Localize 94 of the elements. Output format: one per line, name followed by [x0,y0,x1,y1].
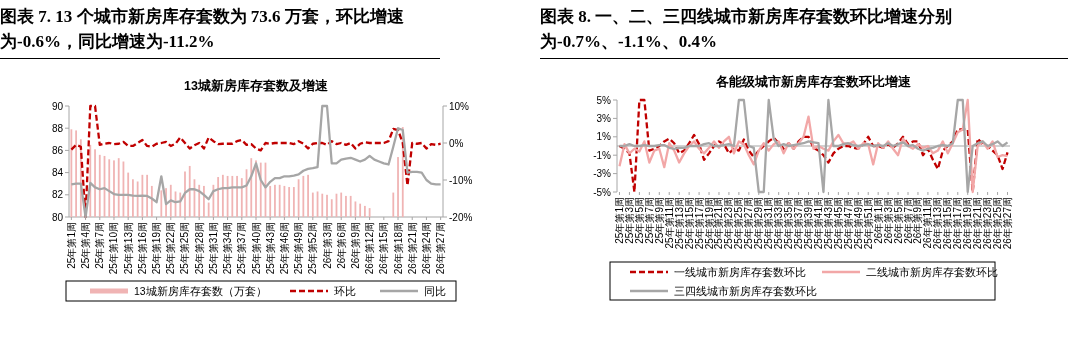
x-tick-label: 25年第34周 [222,222,234,275]
y-tick-label: 1% [596,131,612,143]
x-tick-label: 26年第17周 [952,197,964,250]
x-tick-label: 25年第43周 [822,197,834,250]
x-tick-label: 26年第9周 [349,222,361,269]
y2-tick-label: 10% [449,100,470,112]
x-tick-label: 25年第39周 [803,197,815,250]
legend-label: 一线城市新房库存套数环比 [674,266,806,278]
x-tick-label: 25年第17周 [693,197,705,250]
chart-title: 图表 7. 13 个城市新房库存套数为 73.6 万套，环比增速为-0.6%，同比增速为-11.2% [0,4,440,59]
x-tick-label: 25年第23周 [723,197,735,250]
x-tick-label: 25年第49周 [852,197,864,250]
x-tick-label: 25年第41周 [812,197,824,250]
legend-label: 同比 [424,285,446,297]
x-tick-label: 25年第19周 [703,197,715,250]
y-tick-label: 82 [51,189,64,201]
x-tick-label: 25年第22周 [165,222,177,275]
line-series [618,98,1009,194]
x-tick-label: 26年第1周 [872,197,884,244]
x-tick-label: 25年第25周 [733,197,745,250]
x-tick-label: 25年第1周 [613,197,625,244]
x-tick-label: 26年第9周 [912,197,924,244]
x-tick-label: 25年第33周 [773,197,785,250]
x-tick-label: 25年第28周 [193,222,205,275]
y-tick-label: 5% [596,94,612,106]
x-tick-label: 25年第27周 [743,197,755,250]
x-tick-label: 25年第15周 [683,197,695,250]
x-tick-label: 25年第25周 [179,222,191,275]
legend-label: 13城新房库存套数（万套） [134,285,267,297]
y-tick-label: 3% [596,112,612,124]
x-tick-label: 25年第3周 [623,197,635,244]
x-tick-label: 25年第51周 [862,197,874,250]
y-tick-label: 84 [51,167,64,179]
x-tick-label: 25年第13周 [122,222,134,275]
x-tick-label: 26年第21周 [972,197,984,250]
x-tick-label: 25年第19周 [151,222,163,275]
y-tick-label: -1% [593,149,612,161]
x-tick-label: 26年第11周 [922,197,934,249]
x-tick-label: 26年第6周 [335,222,347,269]
x-tick-label: 26年第18周 [392,222,404,275]
chart-title: 图表 8. 一、二、三四线城市新房库存套数环比增速分别为-0.7%、-1.1%、0.4% [540,4,1068,59]
x-tick-label: 25年第40周 [250,222,262,275]
x-tick-label: 26年第5周 [892,197,904,244]
x-tick-label: 25年第1周 [65,222,77,269]
x-tick-label: 25年第47周 [842,197,854,250]
x-tick-label: 25年第11周 [663,197,675,249]
x-tick-label: 25年第49周 [293,222,305,275]
x-tick-label: 25年第37周 [793,197,805,250]
x-tick-label: 26年第12周 [364,222,376,275]
x-tick-label: 26年第7周 [902,197,914,244]
legend-label: 环比 [334,285,356,297]
x-tick-label: 25年第37周 [236,222,248,275]
x-tick-label: 25年第7周 [643,197,655,244]
x-tick-label: 26年第21周 [406,222,418,275]
y2-tick-label: 0% [449,137,464,149]
y2-tick-label: -10% [449,174,473,186]
x-tick-label: 26年第13周 [932,197,944,250]
x-tick-label: 26年第25周 [992,197,1004,250]
x-tick-label: 25年第7周 [94,222,106,269]
x-tick-label: 26年第3周 [882,197,894,244]
x-tick-label: 25年第46周 [278,222,290,275]
x-tick-label: 25年第31周 [207,222,219,275]
x-tick-label: 26年第27周 [1002,197,1014,250]
x-tick-label: 26年第15周 [942,197,954,250]
x-tick-label: 25年第4周 [80,222,92,269]
y-tick-label: 90 [51,100,64,112]
legend-label: 三四线城市新房库存套数环比 [674,285,817,297]
x-tick-label: 25年第45周 [832,197,844,250]
y-tick-label: 88 [51,122,64,134]
x-tick-label: 26年第27周 [435,222,447,275]
x-tick-label: 25年第31周 [763,197,775,250]
x-tick-label: 26年第3周 [321,222,333,269]
chart-subtitle: 13城新房库存套数及增速 [184,78,329,93]
x-tick-label: 26年第23周 [982,197,994,250]
legend-label: 二线城市新房库存套数环比 [866,266,998,278]
x-tick-label: 26年第24周 [420,222,432,275]
x-tick-label: 25年第9周 [653,197,665,244]
x-tick-label: 26年第19周 [962,197,974,250]
y-tick-label: -3% [593,168,612,180]
x-tick-label: 26年第15周 [378,222,390,275]
x-tick-label: 25年第10周 [108,222,120,275]
y2-tick-label: -20% [449,211,473,223]
x-tick-label: 25年第35周 [783,197,795,250]
x-tick-label: 25年第43周 [264,222,276,275]
y-tick-label: -5% [593,186,612,198]
y-tick-label: 86 [51,144,64,156]
x-tick-label: 25年第29周 [753,197,765,250]
x-tick-label: 25年第52周 [307,222,319,275]
x-tick-label: 25年第16周 [136,222,148,275]
x-tick-label: 25年第21周 [713,197,725,250]
x-tick-label: 25年第5周 [633,197,645,244]
chart-subtitle: 各能级城市新房库存套数环比增速 [715,74,912,89]
x-tick-label: 25年第13周 [673,197,685,250]
y-tick-label: 80 [51,211,64,223]
